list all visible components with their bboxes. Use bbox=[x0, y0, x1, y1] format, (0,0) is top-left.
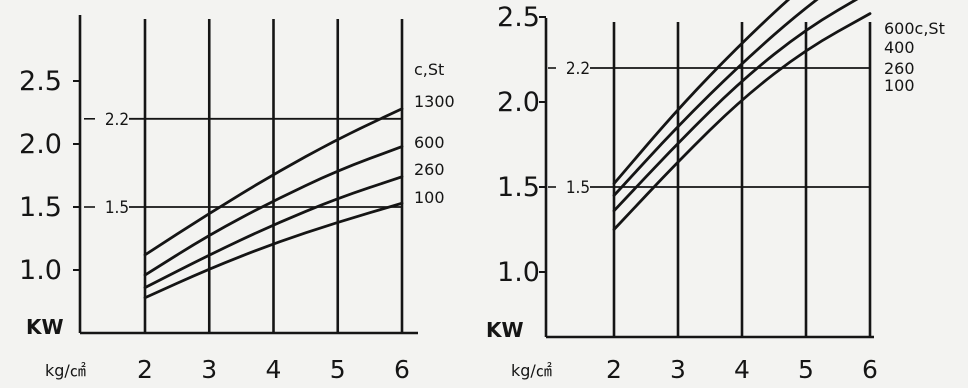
x-tick-label: 5 bbox=[330, 355, 346, 384]
reference-line-label: 1.5 bbox=[566, 178, 590, 198]
series-line-1300 bbox=[143, 107, 404, 257]
series-line-600 bbox=[143, 145, 404, 277]
series-line-600cst bbox=[612, 0, 791, 185]
y-tick-label: 1.0 bbox=[497, 257, 540, 288]
series-label: 100 bbox=[884, 76, 915, 95]
series-line-100 bbox=[143, 201, 404, 300]
y-tick-label: 2.5 bbox=[19, 66, 62, 97]
series-label: 1300 bbox=[414, 92, 455, 111]
series-header-label: c,St bbox=[414, 60, 444, 79]
reference-line-label: 2.2 bbox=[566, 59, 590, 79]
x-axis-label: kg/㎠ bbox=[511, 361, 552, 380]
y-axis-label: KW bbox=[486, 318, 524, 342]
series-label: 600c,St bbox=[884, 19, 945, 38]
series-line-100 bbox=[612, 12, 872, 231]
x-tick-label: 4 bbox=[266, 355, 282, 384]
x-tick-label: 4 bbox=[734, 355, 750, 384]
y-tick-label: 1.0 bbox=[19, 255, 62, 286]
series-label: 100 bbox=[414, 188, 445, 207]
series-label: 260 bbox=[884, 59, 915, 78]
series-label: 400 bbox=[884, 38, 915, 57]
reference-line-label: 2.2 bbox=[105, 110, 129, 130]
y-tick-label: 1.5 bbox=[497, 172, 540, 203]
x-tick-label: 6 bbox=[394, 355, 410, 384]
series-line-400 bbox=[612, 0, 819, 197]
x-tick-label: 3 bbox=[201, 355, 217, 384]
y-tick-label: 2.0 bbox=[19, 129, 62, 160]
series-line-260 bbox=[143, 175, 404, 290]
series-line-260 bbox=[612, 0, 859, 213]
series-label: 260 bbox=[414, 160, 445, 179]
reference-line-label: 1.5 bbox=[105, 198, 129, 218]
x-tick-label: 2 bbox=[606, 355, 622, 384]
chart-panel-2: 1.01.52.02.53.02.21.523456KWkg/㎠600c,St4… bbox=[486, 0, 945, 384]
y-tick-label: 1.5 bbox=[19, 192, 62, 223]
x-tick-label: 2 bbox=[137, 355, 153, 384]
y-tick-label: 2.0 bbox=[497, 87, 540, 118]
x-axis-label: kg/㎠ bbox=[45, 361, 86, 380]
y-axis-label: KW bbox=[26, 315, 64, 339]
chart-panel-1: 1.0 1.5 2.0 2.5 2.2 1.5 2 3 4 5 6 KW kg/㎠ 1300 600 260 1… bbox=[19, 15, 455, 384]
y-tick-label: 2.5 bbox=[497, 2, 540, 33]
x-tick-label: 3 bbox=[670, 355, 686, 384]
series-label: 600 bbox=[414, 133, 445, 152]
x-tick-label: 5 bbox=[798, 355, 814, 384]
x-tick-label: 6 bbox=[862, 355, 878, 384]
